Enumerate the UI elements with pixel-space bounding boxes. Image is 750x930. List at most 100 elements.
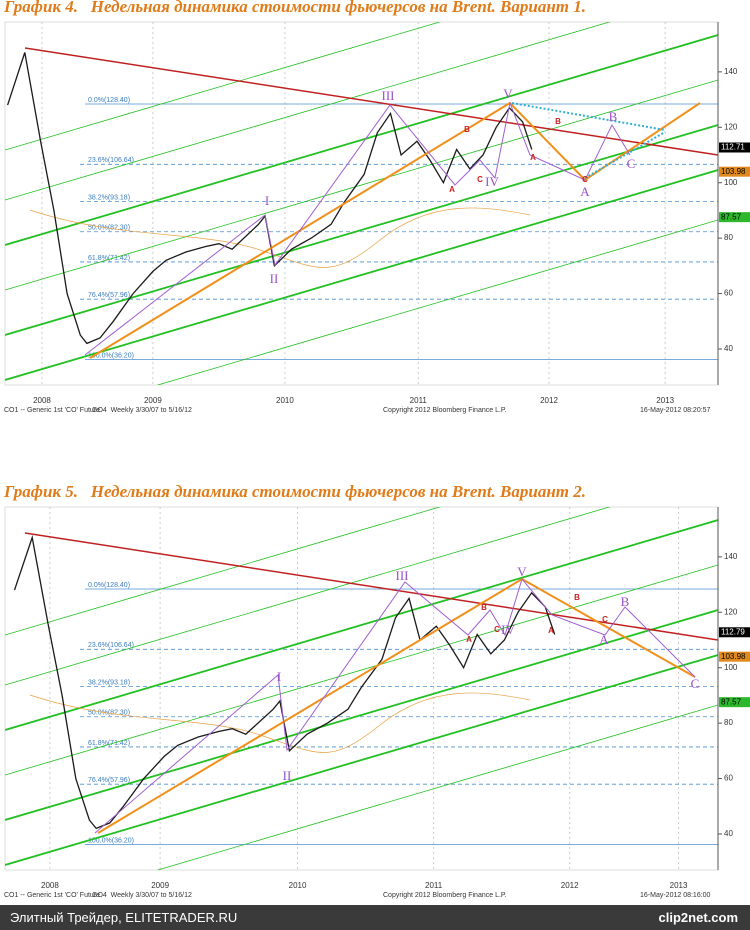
- abc-label: C: [494, 625, 500, 634]
- x-tick-label: 2009: [144, 396, 162, 405]
- y-tick-label: 60: [724, 289, 733, 298]
- channel-line: [156, 219, 718, 385]
- fib-label: 76.4%(57.96): [88, 777, 130, 784]
- resistance-line: [24, 532, 718, 641]
- fib-label: 76.4%(57.96): [88, 292, 130, 299]
- price-tag: [719, 627, 750, 638]
- plot-layer: 0.0%(128.40)23.6%(106.64)38.2%(93.18)50.…: [5, 22, 718, 385]
- channel-line: [156, 704, 718, 870]
- price-tag: [719, 697, 750, 708]
- channel-line: [5, 169, 718, 381]
- price-tag-label: 112.79: [721, 627, 745, 636]
- wave-label: III: [396, 568, 409, 583]
- plot-layer: 0.0%(128.40)23.6%(106.64)38.2%(93.18)50.…: [5, 507, 718, 870]
- x-tick-label: 2010: [289, 881, 307, 890]
- wave-label: C: [627, 156, 636, 171]
- y-tick-label: 100: [724, 178, 738, 187]
- wave-label: II: [270, 271, 279, 286]
- channel-line: [5, 22, 442, 151]
- x-tick-label: 2009: [151, 881, 169, 890]
- price-tag-label: 103.98: [721, 652, 746, 661]
- wave-label: C: [691, 676, 700, 691]
- price-tag-label: 112.71: [721, 143, 745, 152]
- abc-label: A: [548, 626, 554, 635]
- channel-line: [5, 79, 718, 291]
- abc-label: A: [449, 185, 455, 194]
- footer-brand[interactable]: clip2net.com: [658, 910, 738, 925]
- wave-label: B: [621, 594, 630, 609]
- wave-label: A: [599, 632, 609, 647]
- source-info: Copyright 2012 Bloomberg Finance L.P.: [383, 892, 507, 899]
- channel-line: [5, 507, 442, 636]
- moving-average: [29, 692, 531, 753]
- moving-average: [29, 207, 531, 268]
- price-tag: [719, 212, 750, 223]
- x-tick-label: 2011: [425, 881, 443, 890]
- plot-area: [4, 21, 719, 386]
- wave-path: [94, 577, 696, 834]
- channel-line: [5, 22, 611, 201]
- charts: График 4. Недельная динамика стоимости ф…: [3, 0, 750, 899]
- wave-label: IV: [485, 174, 499, 189]
- y-tick-label: 120: [724, 122, 738, 131]
- wave-label: A: [580, 184, 590, 199]
- footer-bar: Элитный Трейдер, ELITETRADER.RU clip2net…: [0, 905, 750, 930]
- channel-line: [5, 124, 718, 336]
- chart-title: График 5. Недельная динамика стоимости ф…: [3, 482, 586, 501]
- y-tick-label: 140: [724, 67, 738, 76]
- y-tick-label: 80: [724, 233, 733, 242]
- price-line: [13, 534, 556, 830]
- price-tag: [719, 651, 750, 662]
- price-tag-label: 87.57: [721, 212, 742, 221]
- channel-line: [5, 564, 718, 776]
- plot-area: [4, 506, 719, 871]
- x-tick-label: 2008: [33, 396, 51, 405]
- x-tick-label: 2013: [670, 881, 688, 890]
- x-tick-label: 2010: [276, 396, 294, 405]
- channel-line: [5, 654, 718, 866]
- wave-label: III: [382, 88, 395, 103]
- abc-label: B: [555, 117, 561, 126]
- channel-line: [5, 609, 718, 821]
- fib-label: 23.6%(106.64): [88, 642, 134, 649]
- fib-label: 38.2%(93.18): [88, 194, 130, 201]
- fib-label: 38.2%(93.18): [88, 679, 130, 686]
- wave-label: V: [503, 86, 513, 101]
- abc-label: C: [602, 615, 608, 624]
- cyan-line: [511, 102, 666, 131]
- source-info: Copyright 2012 Bloomberg Finance L.P.: [383, 407, 507, 414]
- x-tick-label: 2011: [410, 396, 428, 405]
- wave-label: I: [265, 193, 269, 208]
- y-tick-label: 100: [724, 663, 738, 672]
- footer-source: Элитный Трейдер, ELITETRADER.RU: [10, 910, 238, 925]
- wave-path: [84, 101, 631, 356]
- source-info: 16-May-2012 08:16:00: [640, 892, 711, 899]
- x-tick-label: 2013: [656, 396, 674, 405]
- wave-label: V: [517, 564, 527, 579]
- y-tick-label: 140: [724, 552, 738, 561]
- abc-label: C: [582, 175, 588, 184]
- x-tick-label: 2012: [540, 396, 558, 405]
- abc-label: B: [574, 593, 580, 602]
- wave-label: IV: [501, 622, 515, 637]
- abc-label: B: [481, 603, 487, 612]
- price-line: [6, 52, 533, 345]
- source-info: GO4 Weekly 3/30/07 to 5/16/12: [92, 892, 192, 899]
- y-tick-label: 40: [724, 829, 733, 838]
- fib-label: 100.0%(36.20): [88, 352, 134, 359]
- resistance-line: [24, 47, 718, 156]
- abc-label: A: [466, 635, 472, 644]
- channel-line: [5, 34, 718, 246]
- y-tick-label: 120: [724, 607, 738, 616]
- source-info: 16-May-2012 08:20:57: [640, 407, 711, 414]
- y-tick-label: 60: [724, 774, 733, 783]
- x-tick-label: 2008: [41, 881, 59, 890]
- channel-line: [5, 507, 611, 686]
- cyan-line: [584, 131, 666, 179]
- source-info: CO1 -- Generic 1st 'CO' Future: [4, 407, 100, 414]
- x-tick-label: 2012: [561, 881, 579, 890]
- fib-label: 23.6%(106.64): [88, 157, 134, 164]
- abc-label: C: [477, 175, 483, 184]
- fib-label: 0.0%(128.40): [88, 97, 130, 104]
- fib-label: 100.0%(36.20): [88, 837, 134, 844]
